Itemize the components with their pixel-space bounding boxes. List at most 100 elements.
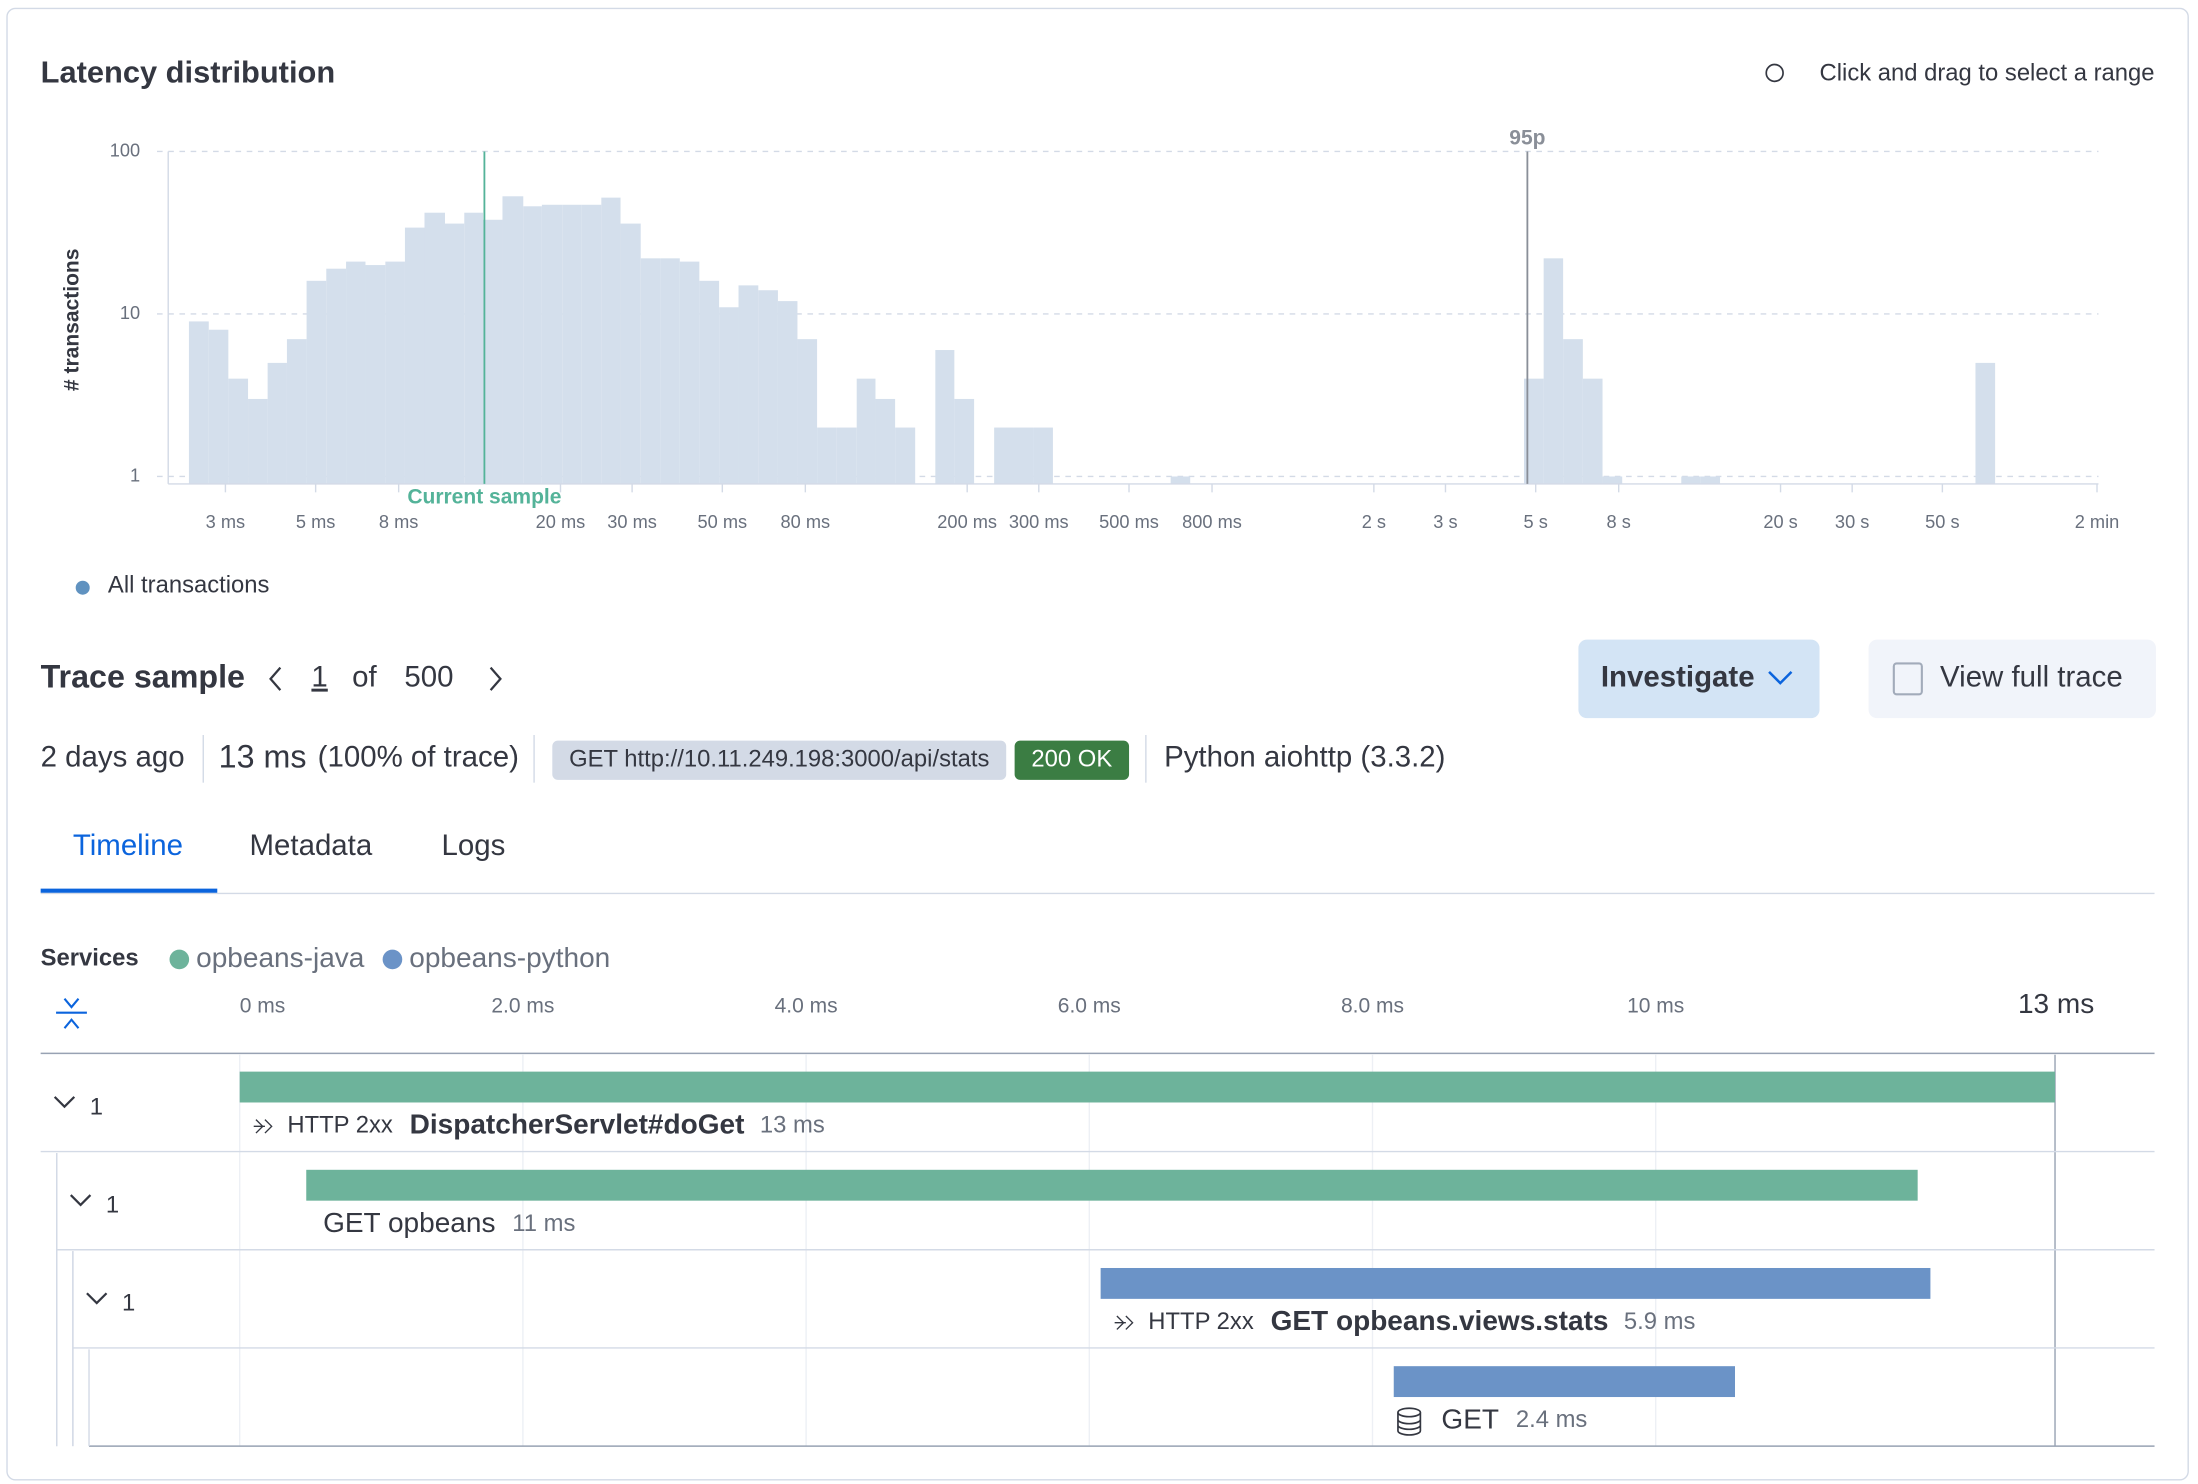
histogram-bar <box>306 280 327 484</box>
legend-dot <box>75 580 90 595</box>
histogram-bar <box>346 261 366 484</box>
row-toggle[interactable] <box>69 1194 92 1207</box>
span-name: GET <box>1441 1403 1499 1434</box>
x-tick-label: 80 ms <box>781 512 831 532</box>
histogram-bar <box>738 285 759 484</box>
view-trace-label[interactable]: View full trace <box>1940 661 2123 694</box>
histogram-bar <box>248 398 268 484</box>
hint: Click and drag to select a range <box>1820 60 2155 87</box>
x-tick-label: 20 ms <box>536 512 586 532</box>
tab-active[interactable]: Timeline <box>73 829 183 862</box>
marker-label: 95p <box>1509 126 1545 149</box>
histogram-bar <box>286 339 307 484</box>
investigate-chevron <box>1768 670 1793 685</box>
histogram-bar <box>994 427 1014 484</box>
histogram-bar <box>404 227 425 484</box>
http-icon <box>253 1119 273 1134</box>
histogram-bar <box>875 398 896 484</box>
row-count: 1 <box>122 1290 135 1317</box>
span-bar[interactable] <box>306 1169 1918 1201</box>
histogram-bar <box>1975 362 1996 484</box>
status: 200 OK <box>1031 746 1112 773</box>
investigate-label[interactable]: Investigate <box>1601 661 1755 694</box>
db-icon <box>1397 1412 1422 1436</box>
histogram-bar <box>326 268 347 484</box>
view-trace-button[interactable] <box>1868 639 2156 719</box>
timeline-total: 13 ms <box>2018 988 2094 1019</box>
histogram-bar <box>562 204 582 484</box>
row-count: 1 <box>90 1093 103 1120</box>
span-duration: 5.9 ms <box>1624 1308 1696 1335</box>
x-tick-label: 500 ms <box>1099 512 1159 532</box>
row-toggle[interactable] <box>86 1292 108 1305</box>
span-duration: 11 ms <box>512 1210 575 1237</box>
histogram-bar <box>1602 476 1623 484</box>
histogram-bar <box>954 398 975 484</box>
prev-button[interactable] <box>269 666 282 691</box>
span-duration: 2.4 ms <box>1516 1406 1588 1433</box>
x-tick-label: 30 s <box>1835 512 1869 532</box>
histogram-bar <box>1524 378 1544 484</box>
span-bar[interactable] <box>239 1071 2056 1103</box>
tab[interactable]: Logs <box>442 829 506 862</box>
histogram-bar <box>228 378 249 484</box>
span-name: GET opbeans.views.stats <box>1271 1305 1609 1336</box>
histogram-bar <box>1543 258 1564 484</box>
trace-share: (100% of trace) <box>318 741 519 774</box>
histogram-bar <box>523 206 542 484</box>
histogram-bar <box>719 307 739 484</box>
x-tick-label: 8 s <box>1607 512 1631 532</box>
y-axis-label: # transactions <box>60 249 83 392</box>
histogram-bar <box>817 427 837 484</box>
x-tick-label: 5 ms <box>296 512 335 532</box>
span-name: GET opbeans <box>323 1207 495 1238</box>
request-badge <box>552 740 1007 780</box>
histogram-bar <box>1170 476 1191 484</box>
x-tick-label: 50 s <box>1925 512 1959 532</box>
x-tick-label: 3 s <box>1433 512 1457 532</box>
histogram-bar <box>699 280 720 484</box>
trace-duration: 13 ms <box>219 738 307 774</box>
histogram-bar <box>444 223 465 484</box>
tab[interactable]: Metadata <box>250 829 373 862</box>
histogram-bar <box>601 197 621 484</box>
x-tick-label: 5 s <box>1524 512 1548 532</box>
next-button[interactable] <box>489 666 502 691</box>
x-tick-label: 8 ms <box>379 512 418 532</box>
services-label: Services <box>41 945 139 972</box>
y-tick-label: 100 <box>110 140 140 160</box>
histogram-bar <box>660 258 680 484</box>
span-status: HTTP 2xx <box>1148 1308 1254 1335</box>
x-tick-label: 800 ms <box>1182 512 1242 532</box>
span-bar[interactable] <box>1393 1366 1736 1398</box>
histogram-bar <box>1033 427 1053 484</box>
status-badge <box>1014 740 1130 780</box>
histogram-bar <box>1681 476 1701 484</box>
legend-label: All transactions <box>108 572 270 599</box>
page-of: of <box>352 661 377 694</box>
page-number[interactable]: 1 <box>311 661 327 694</box>
trace-age: 2 days ago <box>41 741 185 774</box>
span-status: HTTP 2xx <box>287 1112 393 1139</box>
row-count: 1 <box>106 1192 119 1219</box>
histogram-bar <box>541 204 563 484</box>
investigate-button[interactable] <box>1578 639 1820 719</box>
request: GET http://10.11.249.198:3000/api/stats <box>569 746 989 773</box>
histogram-bar <box>365 265 386 484</box>
histogram-bar <box>424 212 445 484</box>
histogram-bar <box>1582 378 1603 484</box>
histogram-bar <box>935 350 955 484</box>
span-bar[interactable] <box>1100 1267 1931 1299</box>
histogram-bar <box>464 212 484 484</box>
y-tick-label: 10 <box>120 303 140 323</box>
marker-label: Current sample <box>407 485 561 508</box>
timeline-tick-label: 6.0 ms <box>1058 995 1121 1018</box>
histogram-bar <box>797 339 818 484</box>
collapse-icon[interactable] <box>56 998 87 1029</box>
x-tick-label: 200 ms <box>937 512 997 532</box>
histogram-bar <box>188 321 209 484</box>
row-toggle[interactable] <box>53 1096 76 1109</box>
x-tick-label: 2 s <box>1362 512 1386 532</box>
histogram-bar <box>385 261 405 484</box>
